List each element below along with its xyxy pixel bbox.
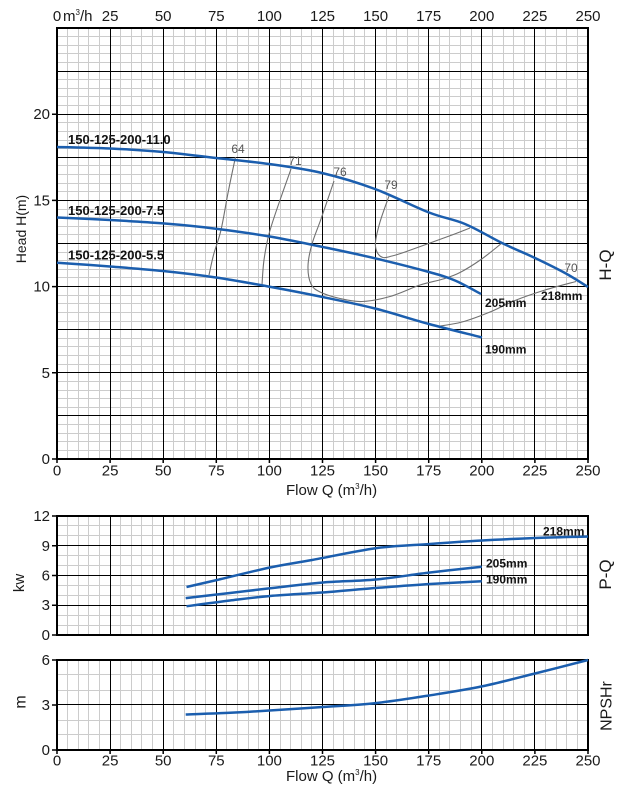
svg-text:150: 150: [363, 8, 388, 25]
svg-text:100: 100: [257, 753, 282, 770]
svg-text:190mm: 190mm: [485, 343, 526, 357]
svg-text:125: 125: [310, 463, 335, 480]
svg-text:150: 150: [363, 463, 388, 480]
svg-text:Flow Q (m3/h): Flow Q (m3/h): [286, 768, 377, 785]
svg-text:6: 6: [42, 568, 50, 585]
svg-text:125: 125: [310, 753, 335, 770]
svg-text:50: 50: [155, 8, 172, 25]
svg-text:H-Q: H-Q: [596, 249, 615, 280]
svg-text:25: 25: [102, 463, 119, 480]
svg-text:75: 75: [208, 463, 225, 480]
svg-text:Head H(m): Head H(m): [13, 195, 29, 263]
svg-text:0: 0: [53, 753, 61, 770]
svg-text:225: 225: [522, 463, 547, 480]
svg-text:225: 225: [522, 8, 547, 25]
svg-text:205mm: 205mm: [486, 557, 527, 571]
svg-text:75: 75: [208, 753, 225, 770]
svg-text:3: 3: [42, 597, 50, 614]
svg-text:25: 25: [102, 8, 119, 25]
svg-text:64: 64: [231, 142, 245, 156]
svg-text:P-Q: P-Q: [596, 559, 615, 589]
svg-text:250: 250: [575, 8, 600, 25]
svg-text:125: 125: [310, 8, 335, 25]
svg-text:20: 20: [33, 106, 50, 123]
svg-text:75: 75: [208, 8, 225, 25]
svg-text:218mm: 218mm: [541, 289, 582, 303]
svg-text:200: 200: [469, 8, 494, 25]
svg-text:0: 0: [53, 8, 61, 25]
svg-text:175: 175: [416, 753, 441, 770]
svg-text:15: 15: [33, 192, 50, 209]
svg-text:kw: kw: [11, 574, 28, 593]
svg-text:Flow Q (m3/h): Flow Q (m3/h): [286, 482, 377, 499]
svg-text:76: 76: [333, 165, 347, 179]
svg-text:m3/h: m3/h: [63, 8, 92, 25]
svg-text:50: 50: [155, 463, 172, 480]
svg-text:205mm: 205mm: [485, 296, 526, 310]
svg-text:3: 3: [42, 697, 50, 714]
svg-text:100: 100: [257, 8, 282, 25]
svg-text:12: 12: [33, 508, 50, 525]
svg-text:50: 50: [155, 753, 172, 770]
svg-text:0: 0: [42, 742, 50, 759]
svg-text:150-125-200-7.5: 150-125-200-7.5: [68, 203, 164, 218]
svg-text:218mm: 218mm: [543, 525, 584, 539]
svg-text:200: 200: [469, 753, 494, 770]
svg-text:250: 250: [575, 753, 600, 770]
svg-text:NPSHr: NPSHr: [599, 680, 616, 730]
svg-text:71: 71: [288, 154, 302, 168]
svg-text:100: 100: [257, 463, 282, 480]
svg-text:9: 9: [42, 538, 50, 555]
svg-text:175: 175: [416, 463, 441, 480]
svg-text:0: 0: [42, 627, 50, 644]
svg-text:0: 0: [42, 451, 50, 468]
svg-text:150-125-200-11.0: 150-125-200-11.0: [68, 132, 171, 147]
svg-text:190mm: 190mm: [486, 573, 527, 587]
svg-text:79: 79: [384, 178, 398, 192]
svg-text:6: 6: [42, 652, 50, 669]
svg-text:175: 175: [416, 8, 441, 25]
svg-text:200: 200: [469, 463, 494, 480]
svg-text:25: 25: [102, 753, 119, 770]
svg-text:m: m: [13, 695, 30, 708]
svg-text:225: 225: [522, 753, 547, 770]
svg-text:10: 10: [33, 279, 50, 296]
svg-text:5: 5: [42, 365, 50, 382]
svg-text:70: 70: [564, 261, 578, 275]
svg-text:0: 0: [53, 463, 61, 480]
svg-text:150: 150: [363, 753, 388, 770]
svg-text:150-125-200-5.5: 150-125-200-5.5: [68, 248, 164, 263]
svg-text:250: 250: [575, 463, 600, 480]
